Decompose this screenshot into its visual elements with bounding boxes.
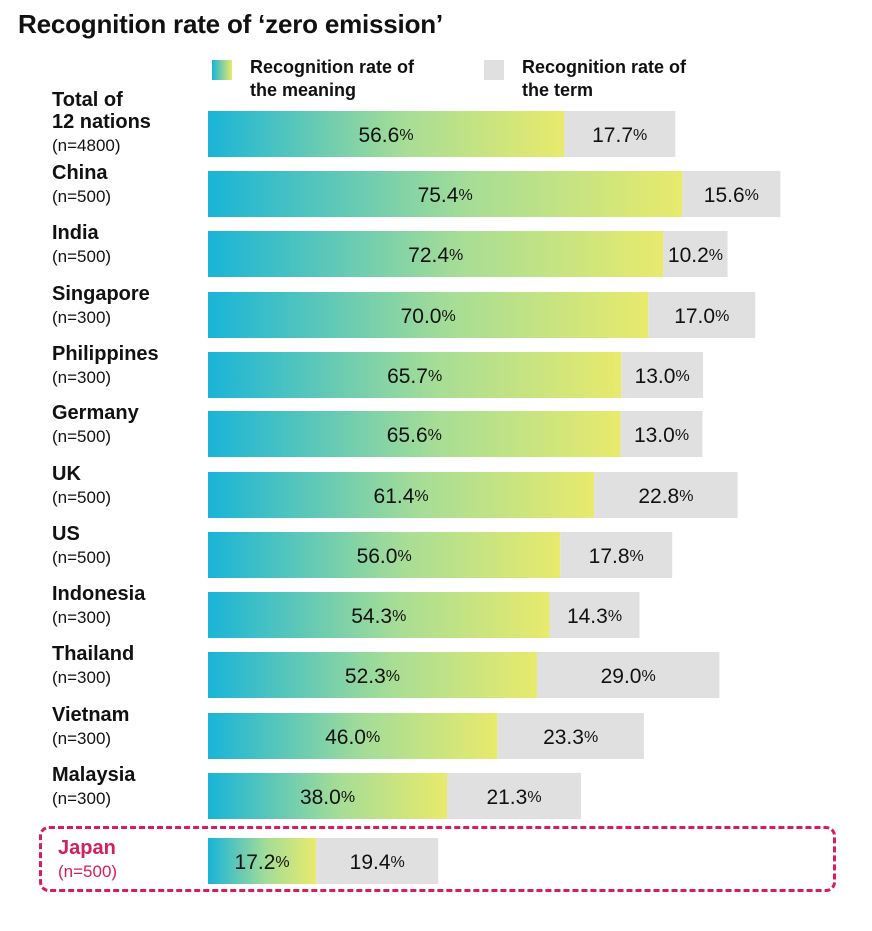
- value-label-meaning-3: 70.0%: [401, 305, 456, 328]
- bar-meaning-12: [208, 838, 317, 884]
- bar-meaning-1: [208, 171, 683, 217]
- category-n-12: (n=500): [58, 862, 117, 881]
- value-label-term-5: 13.0%: [634, 424, 689, 447]
- value-label-meaning-1: 75.4%: [418, 184, 473, 207]
- category-n-9: (n=300): [52, 668, 111, 687]
- legend-swatch-term: [484, 60, 504, 80]
- category-n-5: (n=500): [52, 427, 111, 446]
- category-n-1: (n=500): [52, 187, 111, 206]
- value-label-meaning-12: 17.2%: [235, 851, 290, 874]
- bar-meaning-0: [208, 111, 565, 157]
- bar-term-2: [663, 231, 728, 277]
- value-label-term-2: 10.2%: [668, 244, 723, 267]
- bar-term-3: [648, 292, 756, 338]
- value-label-term-7: 17.8%: [589, 545, 644, 568]
- category-label-0-line1: Total of: [52, 89, 123, 111]
- value-label-term-3: 17.0%: [674, 305, 729, 328]
- value-label-term-12: 19.4%: [350, 851, 405, 874]
- bar-meaning-2: [208, 231, 664, 277]
- legend-label-term: Recognition rate of the term: [522, 56, 722, 102]
- category-label-4: Philippines: [52, 343, 159, 365]
- category-n-8: (n=300): [52, 608, 111, 627]
- legend-label-term-line1: Recognition rate of: [522, 57, 687, 77]
- value-label-meaning-11: 38.0%: [300, 786, 355, 809]
- value-label-meaning-9: 52.3%: [345, 665, 400, 688]
- category-label-11: Malaysia: [52, 764, 136, 786]
- legend-item-term: Recognition rate of the term: [484, 56, 722, 102]
- category-label-2: India: [52, 222, 100, 244]
- value-label-meaning-4: 65.7%: [387, 365, 442, 388]
- bar-meaning-10: [208, 713, 498, 759]
- legend-label-term-line2: the term: [522, 80, 594, 100]
- bar-term-12: [316, 838, 439, 884]
- value-label-term-6: 22.8%: [638, 485, 693, 508]
- value-label-term-4: 13.0%: [635, 365, 690, 388]
- bar-term-4: [621, 352, 704, 398]
- value-label-term-10: 23.3%: [543, 726, 598, 749]
- bar-term-8: [549, 592, 640, 638]
- category-label-6: UK: [52, 463, 81, 485]
- category-n-0: (n=4800): [52, 136, 121, 155]
- value-label-term-11: 21.3%: [486, 786, 541, 809]
- bar-meaning-6: [208, 472, 595, 518]
- japan-highlight-box: [39, 826, 836, 892]
- bar-meaning-7: [208, 532, 561, 578]
- legend-label-meaning: Recognition rate of the meaning: [250, 56, 450, 102]
- bar-term-6: [594, 472, 738, 518]
- bar-meaning-5: [208, 411, 621, 457]
- bar-term-5: [620, 411, 703, 457]
- legend-label-meaning-line2: the meaning: [250, 80, 357, 100]
- bar-term-9: [536, 652, 720, 698]
- category-label-7: US: [52, 523, 80, 545]
- bar-term-7: [560, 532, 673, 578]
- legend-swatch-meaning: [212, 60, 232, 80]
- value-label-meaning-6: 61.4%: [374, 485, 429, 508]
- value-label-term-1: 15.6%: [704, 184, 759, 207]
- category-n-11: (n=300): [52, 789, 111, 808]
- value-label-meaning-7: 56.0%: [357, 545, 412, 568]
- value-label-meaning-2: 72.4%: [408, 244, 463, 267]
- category-n-7: (n=500): [52, 548, 111, 567]
- value-label-term-0: 17.7%: [592, 124, 647, 147]
- value-label-meaning-0: 56.6%: [358, 124, 413, 147]
- category-label-3: Singapore: [52, 283, 150, 305]
- legend-item-meaning: Recognition rate of the meaning: [212, 56, 450, 102]
- bar-term-11: [447, 773, 581, 819]
- legend-label-meaning-line1: Recognition rate of: [250, 57, 415, 77]
- category-label-12: Japan: [58, 837, 116, 859]
- value-label-term-9: 29.0%: [601, 665, 656, 688]
- value-label-meaning-10: 46.0%: [325, 726, 380, 749]
- value-label-term-8: 14.3%: [567, 605, 622, 628]
- bar-meaning-11: [208, 773, 448, 819]
- bar-term-10: [497, 713, 644, 759]
- bar-meaning-8: [208, 592, 550, 638]
- category-label-5: Germany: [52, 402, 140, 424]
- bar-term-1: [682, 171, 781, 217]
- bar-meaning-9: [208, 652, 537, 698]
- category-label-1: China: [52, 162, 108, 184]
- category-label-10: Vietnam: [52, 704, 129, 726]
- category-n-10: (n=300): [52, 729, 111, 748]
- category-n-2: (n=500): [52, 247, 111, 266]
- chart-title: Recognition rate of ‘zero emission’: [18, 9, 443, 39]
- category-n-4: (n=300): [52, 368, 111, 387]
- bar-meaning-3: [208, 292, 649, 338]
- category-label-9: Thailand: [52, 643, 134, 665]
- category-label-8: Indonesia: [52, 583, 146, 605]
- category-n-6: (n=500): [52, 488, 111, 507]
- value-label-meaning-5: 65.6%: [387, 424, 442, 447]
- value-label-meaning-8: 54.3%: [351, 605, 406, 628]
- bar-meaning-4: [208, 352, 622, 398]
- bar-term-0: [564, 111, 676, 157]
- category-n-3: (n=300): [52, 308, 111, 327]
- category-label-0-line2: 12 nations: [52, 111, 151, 133]
